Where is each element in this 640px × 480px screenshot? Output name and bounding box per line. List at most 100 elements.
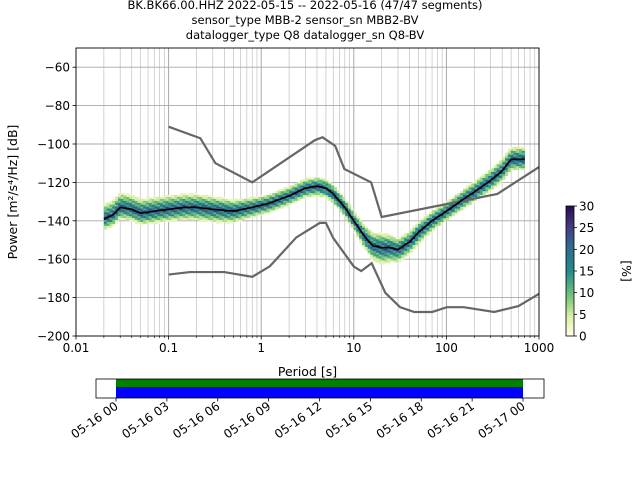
density-cell: [482, 177, 486, 180]
density-cell: [426, 217, 430, 221]
density-cell: [311, 179, 315, 182]
density-cell: [238, 217, 242, 221]
density-cell: [370, 237, 374, 240]
timeline-tick-label: 05-16 12: [272, 399, 324, 441]
density-cell: [117, 210, 122, 213]
density-cell: [174, 217, 178, 221]
density-cell: [319, 177, 323, 180]
density-cell: [252, 198, 256, 201]
density-cell: [134, 219, 138, 222]
density-cell: [266, 198, 270, 201]
density-cell: [207, 206, 211, 209]
density-cell: [232, 217, 237, 221]
density-cell: [367, 239, 371, 242]
density-cell: [266, 208, 270, 211]
density-cell: [322, 183, 326, 186]
density-cell: [384, 250, 388, 253]
density-cell: [319, 191, 323, 194]
density-cell: [446, 212, 450, 215]
density-cell: [325, 189, 329, 192]
density-cell: [182, 204, 186, 207]
density-cell: [131, 214, 136, 217]
density-cell: [179, 194, 183, 197]
x-tick-label: 1000: [524, 341, 555, 355]
density-cell: [277, 196, 281, 199]
density-cell: [159, 208, 164, 211]
density-cell: [496, 164, 500, 167]
density-cell: [289, 187, 293, 190]
density-cell: [123, 216, 127, 219]
density-cell: [179, 204, 183, 207]
density-cell: [103, 227, 107, 230]
timeline-data-bar: [116, 387, 523, 398]
density-cell: [193, 210, 197, 213]
density-cell: [345, 202, 349, 205]
density-cell: [174, 210, 178, 213]
density-cell: [468, 185, 472, 188]
density-cell: [415, 231, 419, 234]
density-cell: [216, 219, 220, 222]
density-cell: [387, 250, 391, 253]
density-cell: [123, 208, 127, 211]
density-cell: [112, 221, 116, 224]
density-cell: [129, 210, 133, 213]
density-cell: [322, 192, 326, 196]
density-cell: [193, 192, 197, 196]
density-cell: [361, 227, 366, 230]
density-cell: [171, 217, 175, 221]
density-cell: [263, 206, 267, 209]
density-cell: [202, 196, 206, 199]
density-cell: [390, 252, 394, 255]
density-cell: [210, 198, 214, 201]
density-cell: [387, 258, 391, 261]
density-cell: [482, 175, 486, 178]
density-cell: [182, 194, 186, 197]
density-cell: [420, 237, 424, 240]
density-cell: [426, 219, 430, 222]
density-cell: [123, 196, 127, 199]
density-cell: [272, 194, 276, 197]
density-cell: [521, 150, 525, 153]
density-cell: [392, 242, 396, 245]
density-cell: [137, 200, 141, 203]
density-cell: [199, 198, 203, 201]
density-cell: [471, 194, 475, 197]
density-cell: [224, 202, 228, 205]
density-cell: [434, 208, 438, 211]
density-cell: [283, 189, 287, 192]
density-cell: [294, 187, 298, 190]
density-cell: [227, 219, 231, 222]
density-cell: [443, 204, 447, 207]
density-cell: [145, 196, 150, 199]
density-cell: [103, 225, 107, 228]
density-cell: [333, 189, 338, 192]
density-cell: [415, 239, 419, 242]
density-cell: [263, 200, 267, 203]
density-cell: [235, 208, 239, 211]
density-cell: [171, 202, 175, 205]
density-cell: [246, 214, 251, 217]
density-cell: [210, 206, 214, 209]
density-cell: [308, 189, 312, 192]
density-cell: [272, 208, 276, 211]
density-cell: [482, 181, 486, 184]
density-cell: [516, 156, 520, 159]
density-cell: [375, 256, 380, 259]
density-cell: [370, 235, 374, 238]
density-cell: [350, 221, 354, 224]
density-cell: [207, 210, 211, 213]
density-cell: [359, 225, 363, 228]
density-cell: [210, 217, 214, 221]
density-cell: [109, 212, 113, 215]
density-cell: [479, 175, 483, 178]
density-cell: [202, 214, 206, 217]
density-cell: [238, 210, 242, 213]
density-cell: [336, 206, 340, 209]
density-cell: [224, 206, 228, 209]
density-cell: [347, 216, 352, 219]
density-cell: [322, 191, 326, 194]
density-cell: [317, 191, 321, 194]
density-cell: [213, 212, 217, 215]
density-cell: [359, 219, 363, 222]
density-cell: [258, 198, 262, 201]
